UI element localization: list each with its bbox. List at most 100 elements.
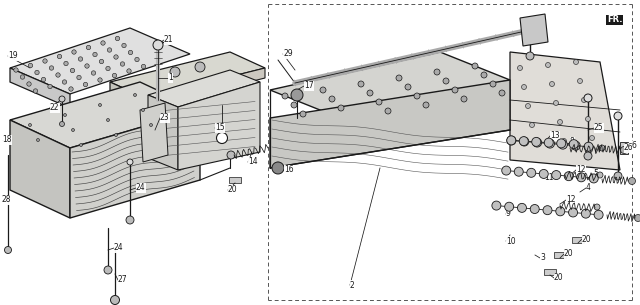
Circle shape bbox=[115, 134, 118, 137]
Circle shape bbox=[320, 87, 326, 93]
Text: 13: 13 bbox=[550, 131, 559, 141]
Circle shape bbox=[63, 113, 67, 117]
Circle shape bbox=[127, 69, 131, 73]
Circle shape bbox=[170, 67, 180, 77]
Circle shape bbox=[443, 78, 449, 84]
Text: 7: 7 bbox=[536, 34, 541, 42]
Circle shape bbox=[628, 178, 636, 185]
Text: 21: 21 bbox=[164, 35, 173, 45]
Circle shape bbox=[529, 123, 534, 127]
Circle shape bbox=[128, 50, 132, 55]
Circle shape bbox=[530, 205, 540, 213]
Circle shape bbox=[42, 77, 45, 82]
Circle shape bbox=[507, 136, 516, 145]
Text: 3: 3 bbox=[540, 253, 545, 263]
Polygon shape bbox=[10, 68, 70, 108]
Circle shape bbox=[48, 84, 52, 89]
Text: 29: 29 bbox=[283, 49, 292, 59]
Text: 16: 16 bbox=[284, 166, 294, 174]
Polygon shape bbox=[510, 52, 620, 170]
Circle shape bbox=[291, 89, 303, 101]
Circle shape bbox=[29, 124, 31, 127]
Circle shape bbox=[614, 112, 622, 120]
Circle shape bbox=[550, 81, 554, 87]
Circle shape bbox=[461, 96, 467, 102]
Text: 2: 2 bbox=[350, 281, 355, 289]
Circle shape bbox=[72, 50, 76, 54]
Circle shape bbox=[581, 209, 590, 218]
Circle shape bbox=[532, 138, 541, 147]
Circle shape bbox=[556, 207, 564, 216]
Circle shape bbox=[28, 63, 33, 68]
Bar bbox=[620, 142, 628, 154]
Text: 10: 10 bbox=[506, 236, 516, 246]
Circle shape bbox=[545, 139, 554, 148]
Circle shape bbox=[594, 204, 600, 210]
Text: 24: 24 bbox=[136, 184, 146, 192]
Circle shape bbox=[502, 166, 511, 175]
Circle shape bbox=[621, 146, 627, 153]
Circle shape bbox=[545, 63, 550, 67]
Circle shape bbox=[101, 41, 105, 45]
Circle shape bbox=[114, 55, 118, 59]
Circle shape bbox=[434, 69, 440, 75]
Circle shape bbox=[518, 203, 527, 212]
Circle shape bbox=[472, 63, 478, 69]
Circle shape bbox=[594, 210, 603, 219]
Bar bbox=[229, 177, 241, 183]
Circle shape bbox=[358, 81, 364, 87]
Circle shape bbox=[557, 139, 566, 148]
Text: 14: 14 bbox=[248, 157, 258, 167]
Polygon shape bbox=[140, 103, 168, 162]
Circle shape bbox=[329, 96, 335, 102]
Circle shape bbox=[385, 108, 391, 114]
Circle shape bbox=[127, 159, 133, 165]
Text: 20: 20 bbox=[582, 235, 591, 243]
Circle shape bbox=[69, 87, 73, 91]
Text: 11: 11 bbox=[544, 174, 554, 182]
Circle shape bbox=[291, 102, 297, 108]
Circle shape bbox=[99, 59, 104, 64]
Circle shape bbox=[572, 141, 580, 150]
Circle shape bbox=[577, 78, 582, 84]
Polygon shape bbox=[145, 68, 265, 108]
Circle shape bbox=[78, 57, 83, 61]
Circle shape bbox=[126, 216, 134, 224]
Circle shape bbox=[519, 137, 528, 145]
Text: 24: 24 bbox=[114, 243, 124, 253]
Circle shape bbox=[552, 170, 561, 180]
Circle shape bbox=[522, 84, 527, 89]
Bar bbox=[554, 252, 566, 258]
Circle shape bbox=[614, 172, 622, 180]
Circle shape bbox=[36, 138, 40, 142]
Text: 9: 9 bbox=[506, 210, 511, 218]
Circle shape bbox=[282, 93, 288, 99]
Circle shape bbox=[56, 73, 60, 77]
Circle shape bbox=[505, 202, 514, 211]
Circle shape bbox=[300, 111, 306, 117]
Circle shape bbox=[14, 68, 18, 72]
Circle shape bbox=[338, 105, 344, 111]
Circle shape bbox=[216, 132, 227, 143]
Circle shape bbox=[367, 90, 373, 96]
Circle shape bbox=[586, 117, 591, 121]
Text: 8: 8 bbox=[570, 138, 575, 146]
Text: FR.: FR. bbox=[607, 16, 623, 24]
Circle shape bbox=[106, 119, 109, 121]
Circle shape bbox=[115, 36, 120, 41]
Polygon shape bbox=[270, 80, 510, 168]
Circle shape bbox=[396, 75, 402, 81]
Polygon shape bbox=[520, 14, 548, 46]
Circle shape bbox=[554, 101, 559, 106]
Circle shape bbox=[584, 142, 593, 151]
Polygon shape bbox=[10, 28, 190, 94]
Text: 1: 1 bbox=[168, 74, 173, 82]
Circle shape bbox=[27, 82, 31, 86]
Circle shape bbox=[83, 82, 88, 87]
Circle shape bbox=[134, 94, 136, 96]
Circle shape bbox=[568, 208, 577, 217]
Text: 19: 19 bbox=[8, 52, 18, 60]
Circle shape bbox=[589, 174, 598, 183]
Circle shape bbox=[492, 201, 501, 210]
Circle shape bbox=[106, 66, 110, 71]
